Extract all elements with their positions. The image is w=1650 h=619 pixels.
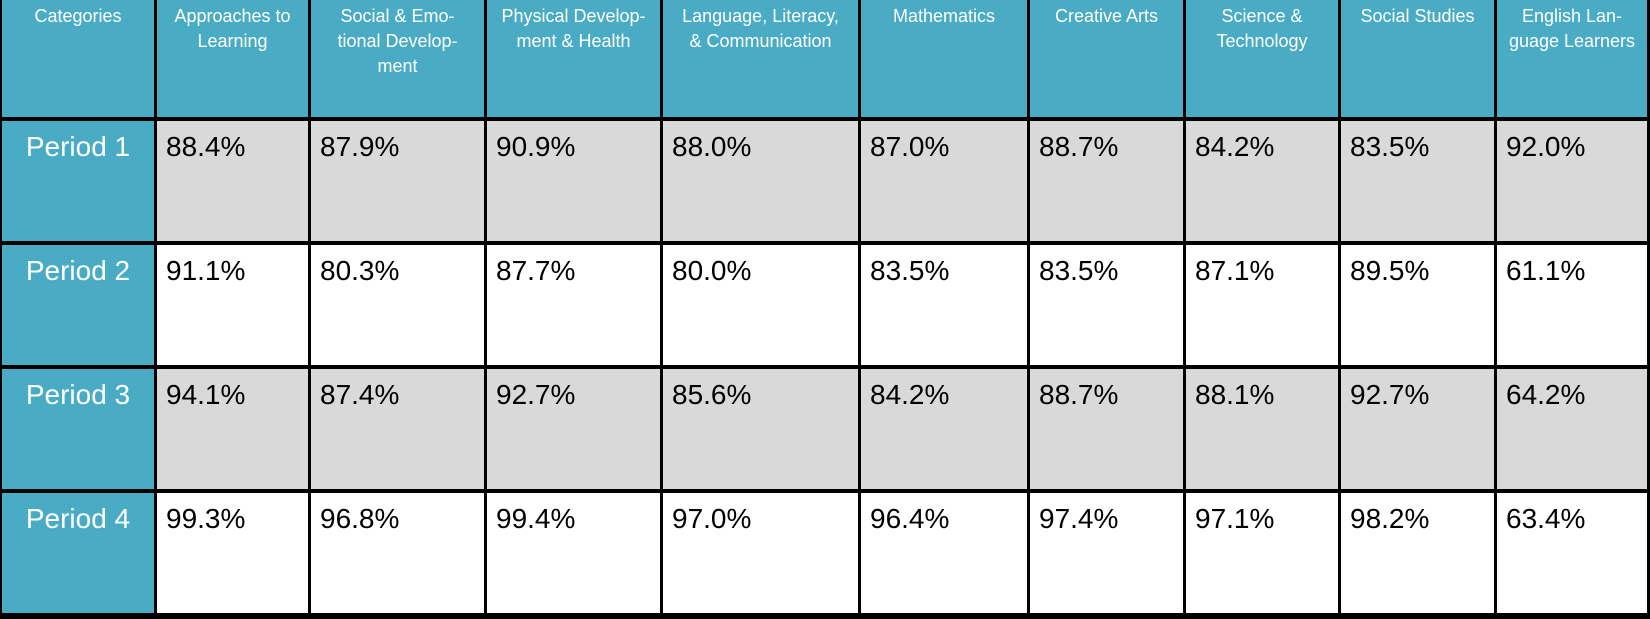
value-cell-period-3-english-language-learners: 64.2% bbox=[1497, 369, 1647, 489]
value-cell-period-2-mathematics: 83.5% bbox=[861, 245, 1027, 365]
value-cell-period-3-social-emotional-development: 87.4% bbox=[311, 369, 484, 489]
value-cell-period-2-physical-development-health: 87.7% bbox=[487, 245, 660, 365]
column-header-approaches-to-learning: Approaches to Learning bbox=[157, 0, 308, 117]
value-cell-period-4-social-studies: 98.2% bbox=[1341, 493, 1494, 613]
value-cell-period-4-mathematics: 96.4% bbox=[861, 493, 1027, 613]
value-cell-period-1-creative-arts: 88.7% bbox=[1030, 121, 1183, 241]
column-header-language-literacy-communication: Language, Literacy, & Communication bbox=[663, 0, 858, 117]
value-cell-period-2-approaches-to-learning: 91.1% bbox=[157, 245, 308, 365]
value-cell-period-3-language-literacy-communication: 85.6% bbox=[663, 369, 858, 489]
value-cell-period-2-social-studies: 89.5% bbox=[1341, 245, 1494, 365]
value-cell-period-4-approaches-to-learning: 99.3% bbox=[157, 493, 308, 613]
value-cell-period-3-physical-development-health: 92.7% bbox=[487, 369, 660, 489]
value-cell-period-3-creative-arts: 88.7% bbox=[1030, 369, 1183, 489]
value-cell-period-1-approaches-to-learning: 88.4% bbox=[157, 121, 308, 241]
value-cell-period-2-science-technology: 87.1% bbox=[1186, 245, 1338, 365]
value-cell-period-3-social-studies: 92.7% bbox=[1341, 369, 1494, 489]
column-header-science-technology: Science & Technology bbox=[1186, 0, 1338, 117]
value-cell-period-3-science-technology: 88.1% bbox=[1186, 369, 1338, 489]
column-header-english-language-learners: English Lan-guage Learners bbox=[1497, 0, 1647, 117]
value-cell-period-4-physical-development-health: 99.4% bbox=[487, 493, 660, 613]
column-header-categories: Categories bbox=[2, 0, 154, 117]
row-label-period-3: Period 3 bbox=[2, 369, 154, 489]
value-cell-period-4-creative-arts: 97.4% bbox=[1030, 493, 1183, 613]
value-cell-period-1-social-studies: 83.5% bbox=[1341, 121, 1494, 241]
column-header-social-studies: Social Studies bbox=[1341, 0, 1494, 117]
column-header-physical-development-health: Physical Develop-ment & Health bbox=[487, 0, 660, 117]
row-label-period-2: Period 2 bbox=[2, 245, 154, 365]
column-header-mathematics: Mathematics bbox=[861, 0, 1027, 117]
value-cell-period-3-mathematics: 84.2% bbox=[861, 369, 1027, 489]
value-cell-period-4-science-technology: 97.1% bbox=[1186, 493, 1338, 613]
value-cell-period-3-approaches-to-learning: 94.1% bbox=[157, 369, 308, 489]
value-cell-period-4-social-emotional-development: 96.8% bbox=[311, 493, 484, 613]
value-cell-period-4-language-literacy-communication: 97.0% bbox=[663, 493, 858, 613]
value-cell-period-1-language-literacy-communication: 88.0% bbox=[663, 121, 858, 241]
value-cell-period-1-social-emotional-development: 87.9% bbox=[311, 121, 484, 241]
column-header-creative-arts: Creative Arts bbox=[1030, 0, 1183, 117]
value-cell-period-1-science-technology: 84.2% bbox=[1186, 121, 1338, 241]
value-cell-period-2-english-language-learners: 61.1% bbox=[1497, 245, 1647, 365]
value-cell-period-1-mathematics: 87.0% bbox=[861, 121, 1027, 241]
value-cell-period-1-physical-development-health: 90.9% bbox=[487, 121, 660, 241]
value-cell-period-2-language-literacy-communication: 80.0% bbox=[663, 245, 858, 365]
value-cell-period-2-creative-arts: 83.5% bbox=[1030, 245, 1183, 365]
column-header-social-emotional-development: Social & Emo-tional Develop-ment bbox=[311, 0, 484, 117]
value-cell-period-4-english-language-learners: 63.4% bbox=[1497, 493, 1647, 613]
value-cell-period-1-english-language-learners: 92.0% bbox=[1497, 121, 1647, 241]
value-cell-period-2-social-emotional-development: 80.3% bbox=[311, 245, 484, 365]
row-label-period-4: Period 4 bbox=[2, 493, 154, 613]
row-label-period-1: Period 1 bbox=[2, 121, 154, 241]
